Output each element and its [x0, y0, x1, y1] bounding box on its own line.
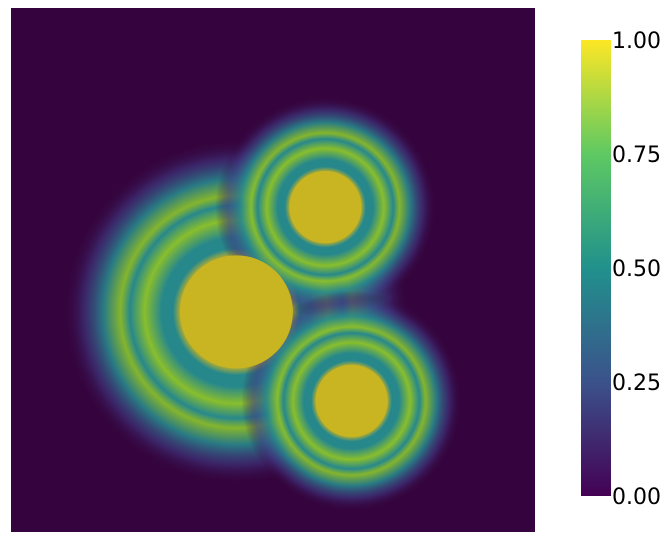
colorbar-ticks: 0.00 0.25 0.50 0.75 1.00	[612, 29, 661, 510]
colorbar-tick-label: 0.50	[612, 257, 661, 282]
colorbar-tick-label: 0.75	[612, 143, 661, 168]
colorbar-tick-label: 0.00	[612, 485, 661, 510]
colorbar-gradient	[581, 40, 611, 496]
colorbar-tick-label: 1.00	[612, 29, 661, 54]
colorbar-tick-label: 0.25	[612, 371, 661, 396]
